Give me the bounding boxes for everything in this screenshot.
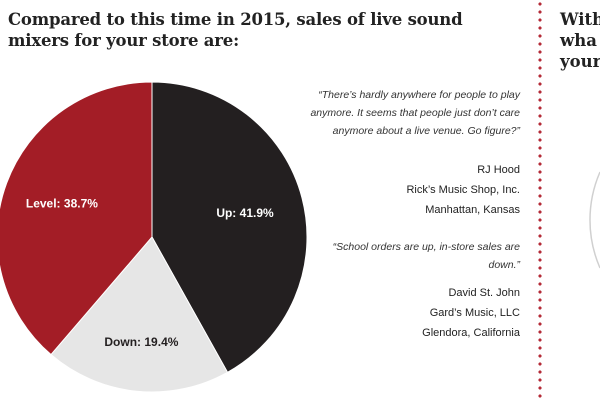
pie-label-up: Up: 41.9% (216, 206, 274, 220)
pie-slice-up (151, 81, 308, 374)
right-heading-line-2: wha (560, 31, 597, 50)
dotted-divider (538, 0, 542, 400)
quote-location-2: Glendora, California (422, 327, 520, 339)
pie-slice-down (50, 236, 229, 393)
pie-slice-level (0, 81, 153, 356)
right-heading-line-3: your (560, 52, 600, 71)
right-heading-line-1: With (560, 10, 600, 29)
quote-text-1: “There’s hardly anywhere for people to p… (310, 89, 520, 137)
pie-label-down: Down: 19.4% (104, 335, 178, 349)
quote-location-1: Manhattan, Kansas (425, 204, 520, 216)
quote-name-1: RJ Hood (477, 164, 520, 176)
pie-chart: Up: 41.9% Down: 19.4% Level: 38.7% (0, 81, 308, 393)
chart-title: Compared to this time in 2015, sales of … (8, 10, 463, 50)
quote-text-2: “School orders are up, in-store sales ar… (332, 241, 520, 271)
right-chart-edge (589, 171, 600, 269)
right-panel-heading: With wha your (560, 9, 600, 72)
quote-company-1: Rick’s Music Shop, Inc. (406, 184, 520, 196)
quote-name-2: David St. John (448, 287, 520, 299)
quote-company-2: Gard’s Music, LLC (429, 307, 520, 319)
pie-label-level: Level: 38.7% (26, 197, 98, 211)
